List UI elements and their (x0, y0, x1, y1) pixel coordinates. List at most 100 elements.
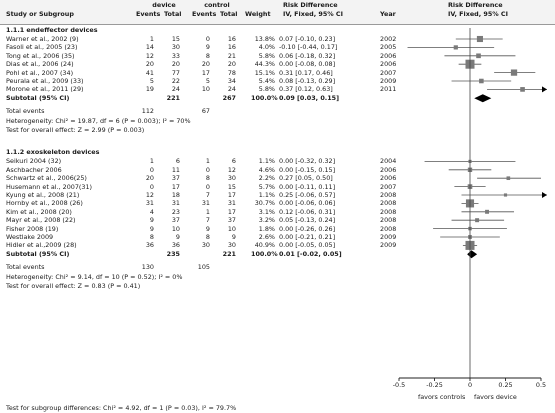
study-row-0-2-marker (476, 53, 481, 59)
plot-title: Risk Difference (448, 1, 503, 9)
study-row-1-8-total1: 10 (171, 224, 180, 233)
study-row-1-10-total2: 30 (227, 241, 236, 250)
table-header (0, 0, 555, 25)
study-row-1-10-name: Hidler et al.,2009 (28) (6, 241, 77, 250)
study-row-1-1-year: 2006 (380, 165, 397, 174)
subtotal-weight: 100.0% (251, 249, 278, 258)
study-row-1-6-ci: 0.12 [-0.06, 0.31] (279, 207, 336, 216)
study-row-1-10-events1: 36 (145, 241, 154, 250)
study-row-0-4-events1: 41 (145, 68, 154, 77)
study-row-0-2-events1: 12 (145, 51, 154, 60)
study-row-1-9-total1: 9 (175, 233, 180, 241)
study-row-1-5-weight: 30.7% (254, 199, 275, 208)
study-row-1-7-marker (475, 218, 480, 223)
study-row-0-5-total2: 34 (227, 77, 236, 85)
study-row-1-5-total2: 31 (227, 199, 236, 208)
study-row-0-4-name: Pohl et al., 2007 (34) (6, 68, 74, 77)
study-row-1-1-events2: 0 (205, 165, 210, 174)
group2-label: control (204, 1, 230, 9)
study-row-0-4-marker (510, 69, 518, 76)
study-row-0-5-marker (479, 78, 484, 84)
subgroup-title: 1.1.2 exoskeleton devices (6, 148, 100, 157)
study-row-1-9-events1: 8 (149, 233, 154, 241)
total-events2: 105 (197, 263, 210, 272)
study-row-1-9-year: 2009 (380, 233, 397, 241)
study-row-0-5-year: 2009 (380, 77, 397, 85)
study-row-0-4-year: 2007 (380, 68, 397, 77)
study-row-1-6-marker (485, 209, 490, 214)
study-row-0-6-events2: 10 (201, 85, 210, 94)
study-row-0-6-marker (520, 87, 525, 92)
study-row-1-6-events1: 4 (149, 207, 154, 216)
study-row-1-8-weight: 1.8% (258, 224, 275, 233)
study-row-0-0-marker (476, 35, 483, 43)
study-row-1-2-ci: 0.27 [0.05, 0.50] (279, 174, 333, 183)
study-row-0-6-year: 2011 (380, 85, 397, 94)
study-row-1-1-total1: 11 (171, 165, 180, 174)
study-row-0-3-total2: 20 (227, 60, 236, 69)
x-label-left: favors controls (418, 393, 466, 401)
study-row-0-6-total1: 24 (171, 85, 180, 94)
heterogeneity-text: Heterogeneity: Chi² = 19.87, df = 6 (P =… (6, 116, 191, 125)
study-row-0-1-marker (453, 45, 458, 50)
study-row-1-4-ci: 0.25 [-0.06, 0.57] (279, 191, 336, 199)
subtotal-label: Subtotal (95% CI) (6, 249, 70, 258)
study-row-0-1-name: Fasoli et al., 2005 (23) (6, 43, 78, 52)
study-row-1-1-total2: 12 (227, 165, 236, 174)
study-row-1-6-year: 2008 (380, 207, 397, 216)
study-row-0-2-year: 2006 (380, 51, 397, 60)
plot-subtitle: IV, Fixed, 95% CI (448, 10, 508, 18)
study-row-1-9-events2: 8 (205, 233, 210, 241)
study-row-0-4-events2: 17 (201, 68, 210, 77)
study-row-1-0-ci: 0.00 [-0.32, 0.32] (279, 157, 336, 166)
study-row-0-0-year: 2002 (380, 35, 397, 43)
study-row-0-4-total2: 78 (227, 68, 236, 77)
study-row-1-8-year: 2008 (380, 224, 397, 233)
total-events-label: Total events (6, 263, 45, 272)
study-row-1-8-events1: 9 (149, 224, 154, 233)
study-row-1-10-total1: 36 (171, 241, 180, 250)
subtotal-label: Subtotal (95% CI) (6, 93, 70, 102)
study-row-1-7-events2: 7 (205, 216, 210, 225)
study-row-1-0-events2: 1 (205, 157, 210, 166)
study-row-1-3-ci: 0.00 [-0.11, 0.11] (279, 182, 336, 191)
study-row-1-6-events2: 1 (205, 207, 210, 216)
study-row-0-1-ci: -0.10 [-0.44, 0.17] (279, 43, 338, 52)
study-row-1-9-total2: 9 (231, 233, 236, 241)
study-row-1-6-name: Kim et al., 2008 (20) (6, 207, 72, 216)
subtotal-total2: 267 (222, 93, 236, 102)
study-row-1-5-events2: 31 (201, 199, 210, 208)
total-events1: 112 (141, 107, 154, 116)
study-row-1-3-events1: 0 (149, 182, 154, 191)
study-row-0-1-events2: 9 (205, 43, 210, 52)
study-row-1-4-total1: 18 (171, 191, 180, 199)
study-row-1-2-total1: 37 (171, 174, 180, 183)
subgroup-test-text: Test for subgroup differences: Chi² = 4.… (6, 404, 237, 412)
study-row-1-4-marker (503, 193, 508, 197)
study-row-1-4-arrow-icon (542, 192, 547, 198)
study-row-0-3-events1: 20 (145, 60, 154, 69)
study-row-1-3-events2: 0 (205, 182, 210, 191)
subtotal-weight: 100.0% (251, 93, 278, 102)
subtotal-total2: 221 (222, 249, 236, 258)
study-row-0-2-total2: 21 (227, 51, 236, 60)
study-row-1-5-total1: 31 (171, 199, 180, 208)
study-row-0-1-weight: 4.0% (258, 43, 275, 52)
study-row-1-1-events1: 0 (149, 165, 154, 174)
x-tick-label: 0.5 (535, 381, 547, 389)
study-row-1-5-ci: 0.00 [-0.06, 0.06] (279, 199, 336, 208)
study-row-1-3-weight: 5.7% (258, 182, 275, 191)
study-row-1-5-name: Hornby et al., 2008 (26) (6, 199, 83, 208)
study-row-1-7-total1: 37 (171, 216, 180, 225)
study-row-0-2-ci: 0.06 [-0.18, 0.32] (279, 51, 336, 60)
study-row-0-5-name: Peurala et al., 2009 (33) (6, 77, 84, 85)
study-row-1-8-ci: 0.00 [-0.26, 0.26] (279, 224, 336, 233)
study-row-1-7-year: 2008 (380, 216, 397, 225)
study-row-0-3-ci: 0.00 [-0.08, 0.08] (279, 60, 336, 69)
study-row-1-2-weight: 2.2% (258, 174, 275, 183)
study-row-0-5-events1: 5 (149, 77, 154, 85)
study-row-0-6-events1: 19 (145, 85, 154, 94)
study-row-0-0-total1: 15 (171, 35, 180, 43)
col-total2: Total (220, 10, 238, 18)
